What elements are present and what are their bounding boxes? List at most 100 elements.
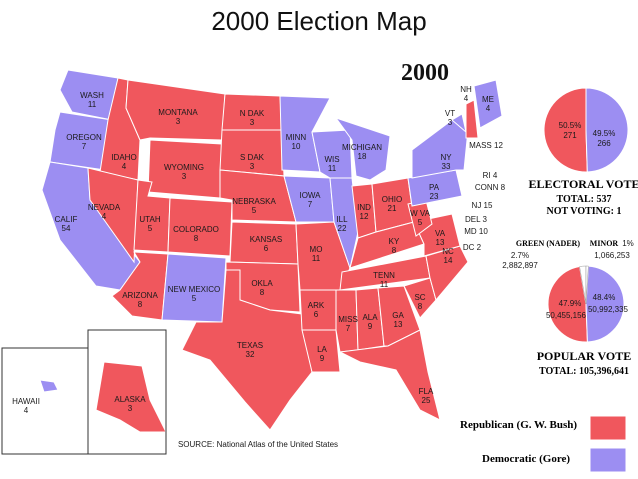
state-ar	[299, 289, 341, 331]
state-name-ms: MISS	[338, 315, 358, 324]
state-name-wa: WASH	[80, 91, 104, 100]
state-name-mn: MINN	[286, 133, 307, 142]
state-ev-tx: 32	[246, 350, 255, 359]
state-ev-sd: 3	[250, 162, 255, 171]
state-ev-hi: 4	[24, 406, 29, 415]
state-name-nm: NEW MEXICO	[168, 285, 220, 294]
state-name-in: IND	[357, 203, 371, 212]
state-ev-ks: 6	[264, 244, 269, 253]
state-name-co: COLORADO	[173, 225, 219, 234]
state-ev-ga: 13	[394, 320, 403, 329]
state-name-ky: KY	[389, 237, 400, 246]
state-name-nd: N DAK	[240, 109, 265, 118]
state-ev-nv: 4	[102, 212, 107, 221]
state-ev-wv: 5	[418, 218, 423, 227]
ev-dem-pct: 49.5%	[593, 129, 616, 138]
states-layer	[39, 69, 503, 433]
state-name-ia: IOWA	[299, 191, 321, 200]
state-name-wy: WYOMING	[164, 163, 204, 172]
ev-slice-republican	[543, 87, 588, 173]
state-name-wi: WIS	[324, 155, 339, 164]
state-name-nh: NH	[460, 85, 472, 94]
state-ev-ut: 5	[148, 224, 153, 233]
state-nv	[87, 167, 139, 264]
state-ev-mt: 3	[176, 117, 181, 126]
callout-conn: CONN 8	[475, 183, 506, 192]
state-name-sc: SC	[414, 293, 425, 302]
legend: Republican (G. W. Bush) Democratic (Gore…	[460, 415, 627, 473]
state-me	[473, 79, 503, 129]
state-name-tx: TEXAS	[237, 341, 263, 350]
legend-republican-label: Republican (G. W. Bush)	[460, 419, 577, 431]
callout-mass: MASS 12	[469, 141, 503, 150]
state-ev-ar: 6	[314, 310, 319, 319]
state-name-va: VA	[435, 229, 446, 238]
state-ev-nm: 5	[192, 294, 197, 303]
pv-rep-pct: 47.9%	[559, 299, 582, 308]
state-name-mt: MONTANA	[158, 108, 198, 117]
legend-democratic-swatch	[589, 447, 627, 473]
state-name-ar: ARK	[308, 301, 325, 310]
alaska-inset-frame	[87, 329, 167, 455]
ev-dem-votes: 266	[597, 139, 611, 148]
state-ev-ny: 33	[442, 162, 451, 171]
state-ev-or: 7	[82, 142, 87, 151]
state-fl	[338, 329, 441, 421]
state-ev-ms: 7	[346, 324, 351, 333]
state-name-az: ARIZONA	[122, 291, 158, 300]
callout-del: DEL 3	[465, 215, 487, 224]
state-ev-ca: 54	[62, 224, 71, 233]
state-il	[329, 177, 359, 270]
state-name-ny: NY	[440, 153, 452, 162]
state-ev-mi: 18	[358, 152, 367, 161]
pv-dem-pct: 48.4%	[593, 293, 616, 302]
state-ev-oh: 21	[388, 204, 397, 213]
state-name-fl: FLA	[419, 387, 434, 396]
state-ev-wa: 11	[88, 100, 97, 109]
state-name-il: ILL	[336, 215, 348, 224]
map-year: 2000	[401, 60, 449, 86]
state-name-pa: PA	[429, 183, 440, 192]
state-name-or: OREGON	[66, 133, 102, 142]
state-ev-sc: 8	[418, 302, 423, 311]
state-name-al: ALA	[362, 313, 378, 322]
state-name-id: IDAHO	[111, 153, 136, 162]
state-ev-vt: 3	[448, 118, 453, 127]
pv-dem-slice	[585, 265, 625, 343]
state-ev-pa: 23	[430, 192, 439, 201]
state-nh	[465, 99, 479, 139]
ev-not-voting: NOT VOTING: 1	[547, 206, 622, 217]
callouts: MASS 12 RI 4 CONN 8 NJ 15 DEL 3 MD 10 DC…	[463, 141, 506, 252]
state-ev-ia: 7	[308, 200, 313, 209]
legend-republican-swatch	[589, 415, 627, 441]
state-name-ak: ALASKA	[114, 395, 146, 404]
callout-ri: RI 4	[483, 171, 498, 180]
state-name-ga: GA	[392, 311, 404, 320]
source-note: SOURCE: National Atlas of the United Sta…	[178, 440, 338, 449]
state-name-ca: CALIF	[55, 215, 78, 224]
state-name-hi: HAWAII	[12, 397, 40, 406]
callout-md: MD 10	[464, 227, 488, 236]
popular-vote-pie: GREEN (NADER) 2.7% 2,882,897 MINOR 1% 1,…	[502, 239, 634, 377]
pv-rep-slice	[547, 265, 588, 343]
state-ev-il: 22	[338, 224, 347, 233]
slide-title: 2000 Election Map	[211, 6, 427, 36]
state-labels: WASH11OREGON7CALIF54IDAHO4NEVADA4MONTANA…	[12, 85, 494, 415]
pv-heading: POPULAR VOTE	[537, 349, 632, 363]
state-name-ok: OKLA	[251, 279, 273, 288]
state-name-ut: UTAH	[139, 215, 160, 224]
state-name-vt: VT	[445, 109, 455, 118]
state-ev-me: 4	[486, 104, 491, 113]
state-name-ks: KANSAS	[250, 235, 282, 244]
state-ev-nc: 14	[444, 256, 453, 265]
state-name-la: LA	[317, 345, 327, 354]
ev-rep-votes: 271	[563, 131, 577, 140]
state-name-nv: NEVADA	[88, 203, 121, 212]
pv-minor-slice	[585, 265, 589, 305]
legend-democratic-label: Democratic (Gore)	[482, 453, 570, 465]
state-la	[301, 329, 341, 373]
ev-heading: ELECTORAL VOTE	[528, 177, 638, 191]
state-hi	[39, 379, 59, 393]
state-name-mo: MO	[310, 245, 323, 254]
